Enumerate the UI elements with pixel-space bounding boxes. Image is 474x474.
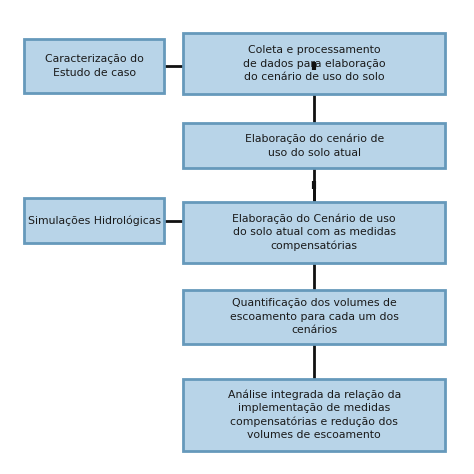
Text: Caracterização do
Estudo de caso: Caracterização do Estudo de caso bbox=[45, 55, 144, 78]
FancyBboxPatch shape bbox=[24, 198, 164, 243]
FancyBboxPatch shape bbox=[183, 202, 446, 263]
Text: Coleta e processamento
de dados para elaboração
do cenário de uso do solo: Coleta e processamento de dados para ela… bbox=[243, 46, 386, 82]
Text: Elaboração do cenário de
uso do solo atual: Elaboração do cenário de uso do solo atu… bbox=[245, 134, 384, 157]
FancyBboxPatch shape bbox=[183, 290, 446, 344]
FancyBboxPatch shape bbox=[183, 33, 446, 94]
FancyBboxPatch shape bbox=[24, 39, 164, 93]
Text: Elaboração do Cenário de uso
do solo atual com as medidas
compensatórias: Elaboração do Cenário de uso do solo atu… bbox=[232, 213, 396, 251]
FancyBboxPatch shape bbox=[183, 123, 446, 168]
FancyBboxPatch shape bbox=[183, 379, 446, 451]
Text: Simulações Hidrológicas: Simulações Hidrológicas bbox=[27, 215, 161, 226]
Text: Quantificação dos volumes de
escoamento para cada um dos
cenários: Quantificação dos volumes de escoamento … bbox=[230, 299, 399, 335]
Text: Análise integrada da relação da
implementação de medidas
compensatórias e reduçã: Análise integrada da relação da implemen… bbox=[228, 390, 401, 440]
